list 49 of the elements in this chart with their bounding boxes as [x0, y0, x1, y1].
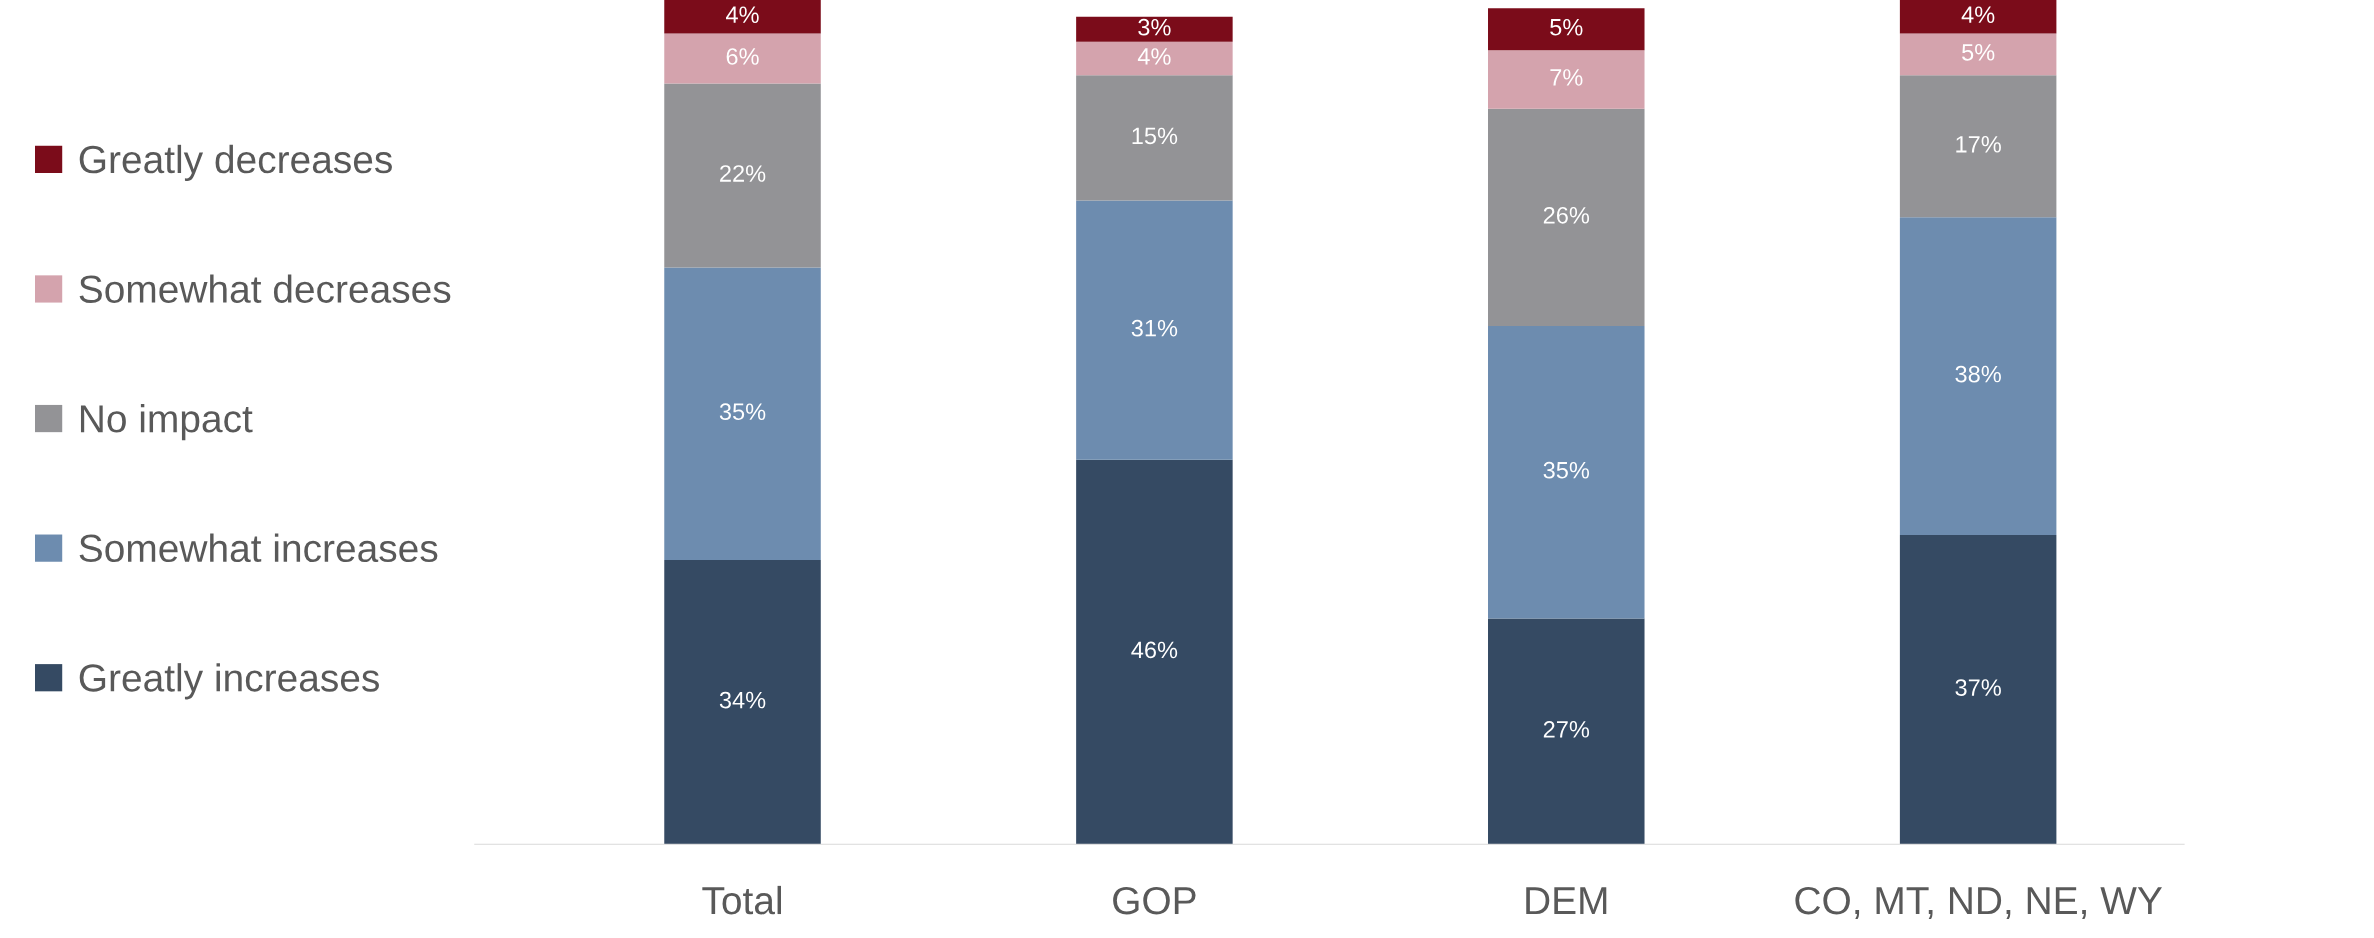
- bar: [664, 560, 821, 845]
- bar: [1899, 75, 2057, 218]
- bar: [1076, 459, 1233, 845]
- data-label: 26%: [1543, 206, 1590, 224]
- bar: [1076, 200, 1233, 460]
- bar: [1899, 0, 2057, 34]
- x-tick-label: Total: [702, 885, 781, 915]
- data-label: 35%: [1543, 461, 1590, 479]
- data-label: 35%: [719, 403, 766, 421]
- legend-label: Somewhat increases: [79, 533, 438, 563]
- data-label: 7%: [1550, 69, 1583, 86]
- x-tick-label: DEM: [1526, 887, 1607, 915]
- legend-label: Greatly decreases: [79, 144, 392, 182]
- bar: [1899, 217, 2057, 535]
- data-label: 6%: [726, 48, 759, 65]
- bar: [1488, 50, 1645, 109]
- data-label: 3%: [1138, 18, 1171, 36]
- data-label: 17%: [1956, 135, 2001, 153]
- x-tick-label: GOP: [1113, 886, 1196, 915]
- bar: [1488, 618, 1645, 845]
- bar: [664, 0, 821, 34]
- bar: [664, 83, 821, 268]
- data-label: 5%: [1962, 44, 1995, 61]
- data-label: 15%: [1132, 127, 1178, 145]
- data-label: 22%: [720, 165, 766, 182]
- data-label: 5%: [1550, 18, 1583, 36]
- bar: [664, 33, 821, 84]
- data-label: 37%: [1955, 679, 2001, 696]
- bar: [1076, 16, 1233, 42]
- bar: [1076, 41, 1233, 76]
- legend-label: No impact: [80, 403, 253, 441]
- data-label: 27%: [1543, 720, 1590, 738]
- x-tick-label: CO, MT, ND, NE, WY: [1795, 886, 2162, 920]
- bar: [1076, 75, 1233, 201]
- data-label: 46%: [1131, 641, 1178, 659]
- bar: [1488, 325, 1645, 619]
- data-label: 31%: [1131, 319, 1178, 337]
- legend-label: Somewhat decreases: [79, 274, 451, 303]
- legend-label: Greatly increases: [79, 663, 379, 700]
- bar: [664, 267, 821, 561]
- data-label: 4%: [726, 6, 759, 23]
- bar: [1488, 108, 1645, 326]
- data-label: 4%: [1961, 6, 1995, 23]
- data-label: 4%: [1137, 48, 1171, 65]
- bar: [1899, 534, 2057, 845]
- data-label: 34%: [719, 691, 766, 709]
- bar: [1488, 8, 1645, 51]
- data-label: 38%: [1955, 365, 2001, 383]
- bar: [1899, 33, 2057, 76]
